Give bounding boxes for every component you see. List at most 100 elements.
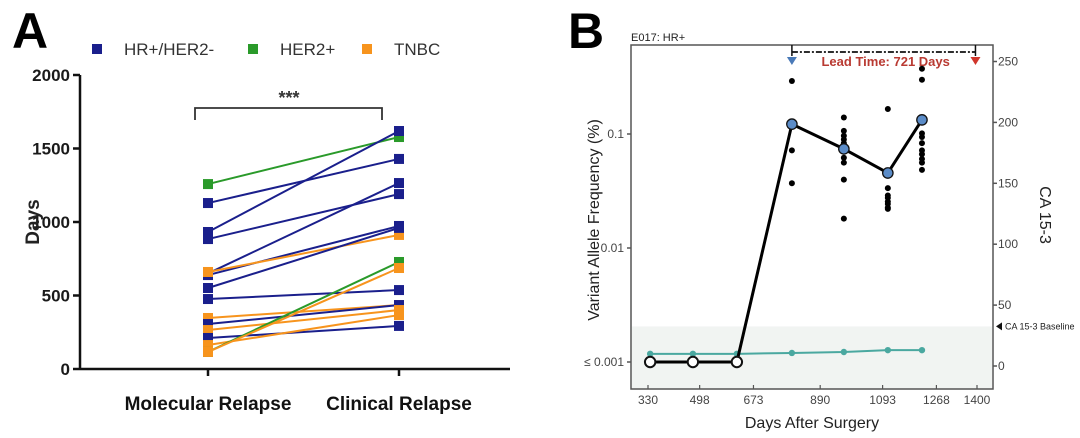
a-pair-line (207, 130, 400, 233)
a-marker-clinical (394, 263, 404, 274)
b-mutation-dot (884, 205, 891, 212)
b-right-ticks: 0 50 100 150 200 250 (993, 55, 1018, 373)
panel-a-axes (78, 75, 510, 371)
a-marker-clinical (394, 310, 404, 321)
b-clinical-relapse-arrow-icon (970, 57, 981, 65)
a-marker-clinical (394, 153, 404, 164)
a-marker-clinical (394, 222, 404, 233)
b-mutation-dot (840, 114, 847, 121)
b-mutation-dot (840, 215, 847, 222)
a-marker-molecular (203, 283, 213, 294)
b-y-axis-label: Variant Allele Frequency (%) (586, 119, 603, 321)
a-pair-line (207, 193, 400, 241)
a-marker-clinical (394, 178, 404, 189)
a-pair-line (207, 233, 400, 273)
a-x-categories: Molecular Relapse Clinical Relapse (125, 369, 472, 415)
b-mutation-dot (840, 176, 847, 183)
b-right-tick-label: 50 (998, 298, 1012, 312)
a-marker-molecular (203, 325, 213, 336)
b-plot-frame (630, 44, 994, 390)
b-mutation-dot (918, 151, 925, 158)
a-pair-line (207, 289, 400, 301)
b-mutation-dot (918, 65, 925, 72)
a-y-tick-label: 0 (61, 360, 70, 379)
b-mutation-dot (884, 106, 891, 113)
a-marker-clinical (394, 229, 404, 240)
a-marker-molecular (203, 226, 213, 237)
b-x-tick-label: 673 (743, 393, 763, 407)
b-right-tick-label: 100 (998, 237, 1018, 251)
a-x-category-label: Clinical Relapse (326, 394, 472, 415)
b-x-axis-label: Days After Surgery (745, 415, 879, 432)
a-marker-molecular (203, 340, 213, 351)
b-vaf-point-undetected (686, 355, 700, 369)
a-marker-clinical (394, 126, 404, 137)
b-mutation-dot (788, 147, 795, 154)
b-x-tick-label: 1093 (869, 393, 896, 407)
legend-swatch-tnbc (362, 44, 372, 54)
a-bracket-line (194, 107, 383, 120)
a-y-tick-label: 2000 (32, 66, 70, 85)
b-x-tick-label: 1400 (964, 393, 991, 407)
b-baseline-marker: CA 15-3 Baseline (996, 321, 1075, 331)
b-mutation-dot (840, 154, 847, 161)
b-ca153-point (788, 349, 796, 357)
b-ca153-point (918, 346, 926, 354)
b-mutation-dot (918, 159, 925, 166)
b-mutation-dot (918, 76, 925, 83)
panel-a-chart: HR+/HER2- HER2+ TNBC 0 500 1000 1500 2000 Days… (23, 40, 510, 415)
b-baseline-shade (632, 326, 992, 389)
a-significance-bracket: *** (194, 88, 383, 120)
legend-swatch-hr-her2- (92, 44, 102, 54)
a-marker-molecular (203, 198, 213, 209)
a-pair-line (207, 314, 400, 347)
a-markers (203, 126, 404, 357)
b-mutation-dot (918, 166, 925, 173)
b-ca153-point (840, 348, 848, 356)
a-pair-line (207, 136, 400, 186)
b-lead-time-label: Lead Time: 721 Days (821, 54, 949, 69)
b-vaf-series (643, 114, 928, 369)
legend-label: HR+/HER2- (124, 40, 214, 59)
a-y-tick-label: 1000 (32, 213, 70, 232)
a-pair-line (207, 182, 400, 275)
panel-a-legend: HR+/HER2- HER2+ TNBC (92, 40, 440, 59)
b-x-tick-label: 1268 (923, 393, 950, 407)
a-marker-clinical (394, 320, 404, 331)
b-x-tick-label: 330 (638, 393, 658, 407)
b-vaf-line (650, 119, 924, 364)
b-mutation-dot (918, 134, 925, 141)
a-pair-line (207, 304, 400, 326)
b-mutation-dot (918, 140, 925, 147)
b-left-tick-label: 0.1 (607, 127, 624, 141)
b-vaf-point-undetected (643, 355, 657, 369)
b-ca153-point (646, 350, 654, 358)
a-marker-molecular (203, 234, 213, 245)
b-x-ticks: 330 498 673 890 1093 1268 1400 (638, 385, 991, 407)
a-paired-lines (207, 130, 400, 353)
a-pair-line (207, 309, 400, 332)
b-right-tick-label: 150 (998, 176, 1018, 190)
a-marker-molecular (203, 294, 213, 305)
a-y-ticks: 0 500 1000 1500 2000 (32, 66, 80, 379)
a-marker-molecular (203, 179, 213, 190)
b-right-tick-label: 200 (998, 115, 1018, 129)
b-ca153-point (884, 346, 892, 354)
b-mutation-dot (840, 159, 847, 166)
a-marker-clinical (394, 256, 404, 267)
a-marker-molecular (203, 266, 213, 277)
a-marker-clinical (394, 132, 404, 143)
legend-label: HER2+ (280, 40, 335, 59)
a-pair-line (207, 225, 400, 277)
a-marker-clinical (394, 189, 404, 200)
b-mutation-dots (788, 65, 925, 222)
a-y-tick-label: 500 (42, 287, 70, 306)
b-vaf-point-detected (916, 114, 928, 126)
b-left-ticks: ≤ 0.001 0.01 0.1 (584, 127, 631, 369)
b-mutation-dot (884, 185, 891, 192)
b-title: E017: HR+ (631, 32, 685, 44)
a-y-tick-label: 1500 (32, 140, 70, 159)
a-y-axis-label: Days (23, 199, 44, 244)
b-right-tick-label: 0 (998, 359, 1005, 373)
